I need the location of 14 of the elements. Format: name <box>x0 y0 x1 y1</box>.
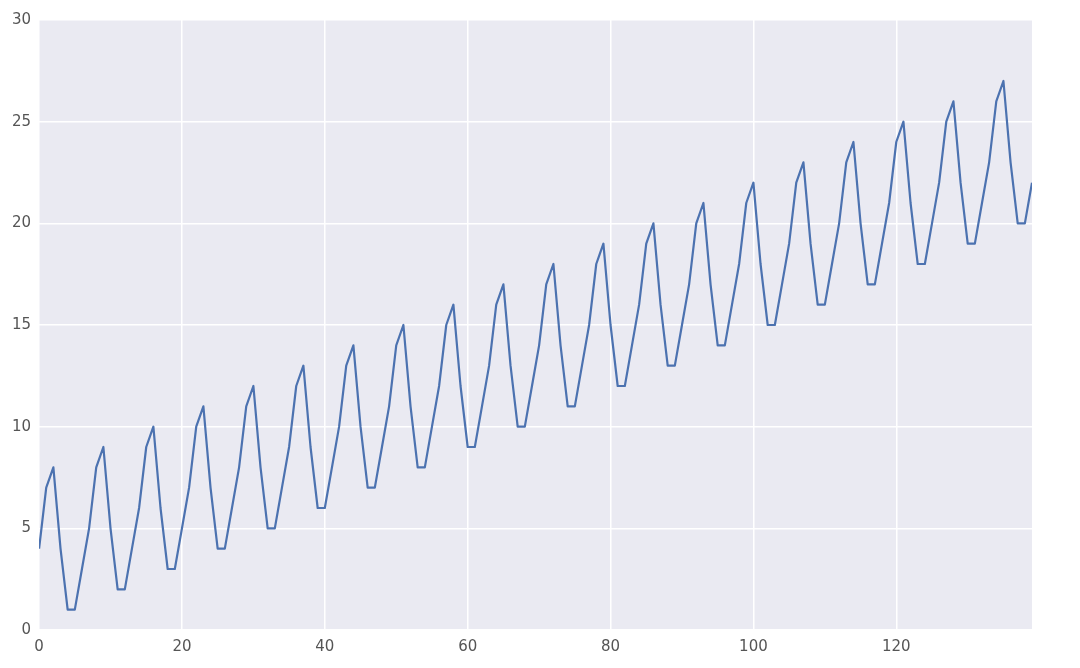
y-tick-label: 25 <box>11 111 32 130</box>
y-tick-label: 20 <box>11 213 32 232</box>
x-tick-label: 60 <box>458 636 478 655</box>
y-tick-label: 15 <box>11 314 32 333</box>
x-tick-label: 120 <box>881 636 911 655</box>
x-tick-label: 0 <box>34 636 44 655</box>
y-tick-label: 10 <box>11 416 32 435</box>
x-tick-label: 40 <box>315 636 335 655</box>
y-tick-label: 5 <box>21 518 32 537</box>
x-tick-label: 100 <box>739 636 768 655</box>
x-tick-label: 20 <box>172 636 192 655</box>
y-tick-label: 0 <box>21 619 32 638</box>
y-tick-label: 30 <box>11 9 32 28</box>
x-tick-label: 80 <box>601 636 621 655</box>
